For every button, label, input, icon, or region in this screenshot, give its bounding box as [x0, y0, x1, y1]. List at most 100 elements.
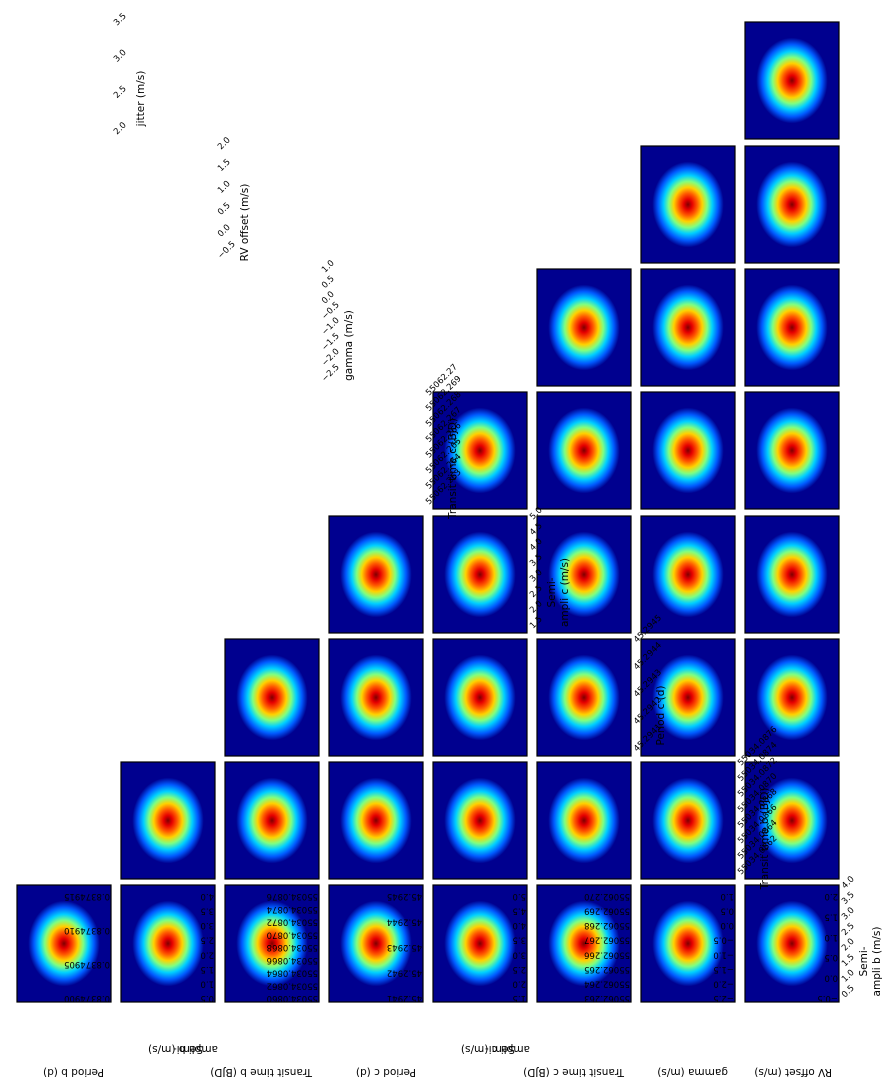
density-peak [548, 407, 620, 494]
density-panel [328, 761, 424, 880]
axis-label: Transit time b (BJD) [759, 788, 771, 891]
tick-label: 4.0 [840, 874, 857, 891]
tick-label: 55062.263 [584, 993, 630, 1003]
density-peak [444, 407, 516, 494]
tick-label: 2.0 [216, 135, 233, 152]
panel-frame [640, 638, 736, 757]
density-peak [28, 900, 100, 987]
tick-label: 55062.266 [584, 949, 630, 959]
tick-label: 55062.267 [584, 935, 630, 945]
tick-label: 2.0 [112, 120, 129, 137]
tick-label: 3.0 [112, 48, 129, 65]
tick-label: 1.0 [720, 891, 734, 901]
tick-label: 2.0 [200, 949, 214, 959]
tick-label: 1.0 [216, 179, 233, 196]
tick-label: 2.5 [512, 964, 526, 974]
panel-frame [744, 515, 840, 634]
tick-label: 3.0 [200, 920, 214, 930]
density-peak [756, 654, 828, 741]
tick-label: 3.5 [512, 935, 526, 945]
tick-label: 0.5 [824, 952, 838, 962]
tick-label: 0.0 [216, 223, 233, 240]
density-panel [328, 638, 424, 757]
panel-frame [744, 884, 840, 1003]
tick-label: 2.5 [200, 935, 214, 945]
density-panel [744, 761, 840, 880]
density-panel [536, 884, 632, 1003]
tick-label: 3.5 [200, 906, 214, 916]
density-panel [120, 884, 216, 1003]
tick-label: 4.0 [512, 920, 526, 930]
density-peak [236, 654, 308, 741]
panel-frame [640, 761, 736, 880]
density-panel [432, 884, 528, 1003]
panel-frame [328, 638, 424, 757]
density-panel [536, 515, 632, 634]
tick-label: 45.2944 [387, 917, 422, 927]
bottom-axis: 1.5 2.0 2.5 3.0 3.5 4.0 4.5 5.0 Semi-ampli c (m/… [461, 891, 530, 1055]
tick-label: 55062.268 [584, 920, 630, 930]
tick-label: 1.5 [200, 964, 214, 974]
axis-label: Semi- [173, 1043, 203, 1055]
density-panel [640, 638, 736, 757]
density-peak [756, 284, 828, 371]
density-peak [444, 777, 516, 864]
tick-label: 55034.0876 [267, 891, 318, 901]
panel-frame [432, 391, 528, 510]
density-peak [756, 37, 828, 124]
panel-frame [640, 515, 736, 634]
panel-frame [432, 884, 528, 1003]
tick-label: 55034.0874 [267, 904, 318, 914]
bottom-axis-labels: 0.8374900 0.8374905 0.8374910 0.8374915 Peri… [43, 891, 838, 1078]
density-peak [132, 900, 204, 987]
panel-frame [640, 884, 736, 1003]
density-peak [652, 407, 724, 494]
tick-label: 55034.0868 [267, 942, 318, 952]
panel-frame [744, 21, 840, 140]
axis-label: ampli c (m/s) [461, 1043, 530, 1055]
axis-label: ampli b (m/s) [871, 927, 883, 997]
density-panel [536, 391, 632, 510]
density-peak [548, 654, 620, 741]
right-axis: 2.0 2.5 3.0 3.5 jitter (m/s) [112, 11, 147, 137]
tick-label: −1.0 [713, 949, 734, 959]
density-peak [340, 900, 412, 987]
axis-label: Semi- [546, 577, 558, 607]
axis-label: Transit time c (BJD) [447, 418, 459, 520]
density-panel [224, 761, 320, 880]
tick-label: −2.5 [713, 993, 734, 1003]
panel-frame [744, 391, 840, 510]
tick-label: −0.5 [713, 935, 734, 945]
tick-label: −1.5 [713, 964, 734, 974]
density-peak [652, 161, 724, 248]
density-panel [536, 638, 632, 757]
tick-label: 1.0 [824, 932, 838, 942]
density-panel [328, 884, 424, 1003]
panel-frame [640, 391, 736, 510]
tick-label: 3.0 [512, 949, 526, 959]
panel-frame [536, 638, 632, 757]
density-panel [744, 391, 840, 510]
panel-frame [536, 761, 632, 880]
tick-label: 1.5 [840, 952, 857, 969]
density-peak [236, 777, 308, 864]
tick-label: 2.0 [512, 978, 526, 988]
density-peak [132, 777, 204, 864]
panel-frame [536, 391, 632, 510]
density-panel [224, 884, 320, 1003]
tick-label: 0.0 [720, 920, 734, 930]
tick-label: 1.5 [824, 911, 838, 921]
axis-label: Transit time c (BJD) [523, 1066, 625, 1078]
density-panel [120, 761, 216, 880]
density-panel [432, 638, 528, 757]
density-panel [536, 268, 632, 387]
tick-label: 0.5 [320, 274, 337, 291]
tick-label: 55034.0870 [267, 929, 318, 939]
tick-label: 1.0 [840, 968, 857, 985]
panel-frame [744, 638, 840, 757]
axis-label: gamma (m/s) [343, 310, 355, 381]
density-panel [744, 515, 840, 634]
